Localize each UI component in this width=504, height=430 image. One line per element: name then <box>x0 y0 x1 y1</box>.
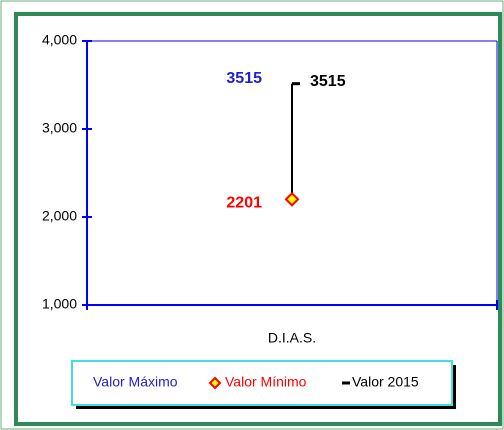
legend: Valor Máximo Valor Mínimo Valor 2015 <box>71 360 453 406</box>
x-tick-label: D.I.A.S. <box>268 330 316 346</box>
legend-label: Valor Máximo <box>93 374 178 390</box>
data-label: 3515 <box>310 73 346 90</box>
data-label: 3515 <box>226 70 262 87</box>
data-label: 2201 <box>226 195 262 212</box>
legend-box <box>71 360 453 406</box>
y-tick-label: 1,000 <box>42 296 77 312</box>
y-tick-label: 2,000 <box>42 208 77 224</box>
min-marker <box>284 191 300 207</box>
y-tick-label: 3,000 <box>42 120 77 136</box>
y-tick-label: 4,000 <box>42 32 77 48</box>
chart-frame <box>14 12 502 426</box>
legend-marker <box>208 376 222 390</box>
legend-label: Valor Mínimo <box>225 374 307 390</box>
legend-label: Valor 2015 <box>352 374 419 390</box>
